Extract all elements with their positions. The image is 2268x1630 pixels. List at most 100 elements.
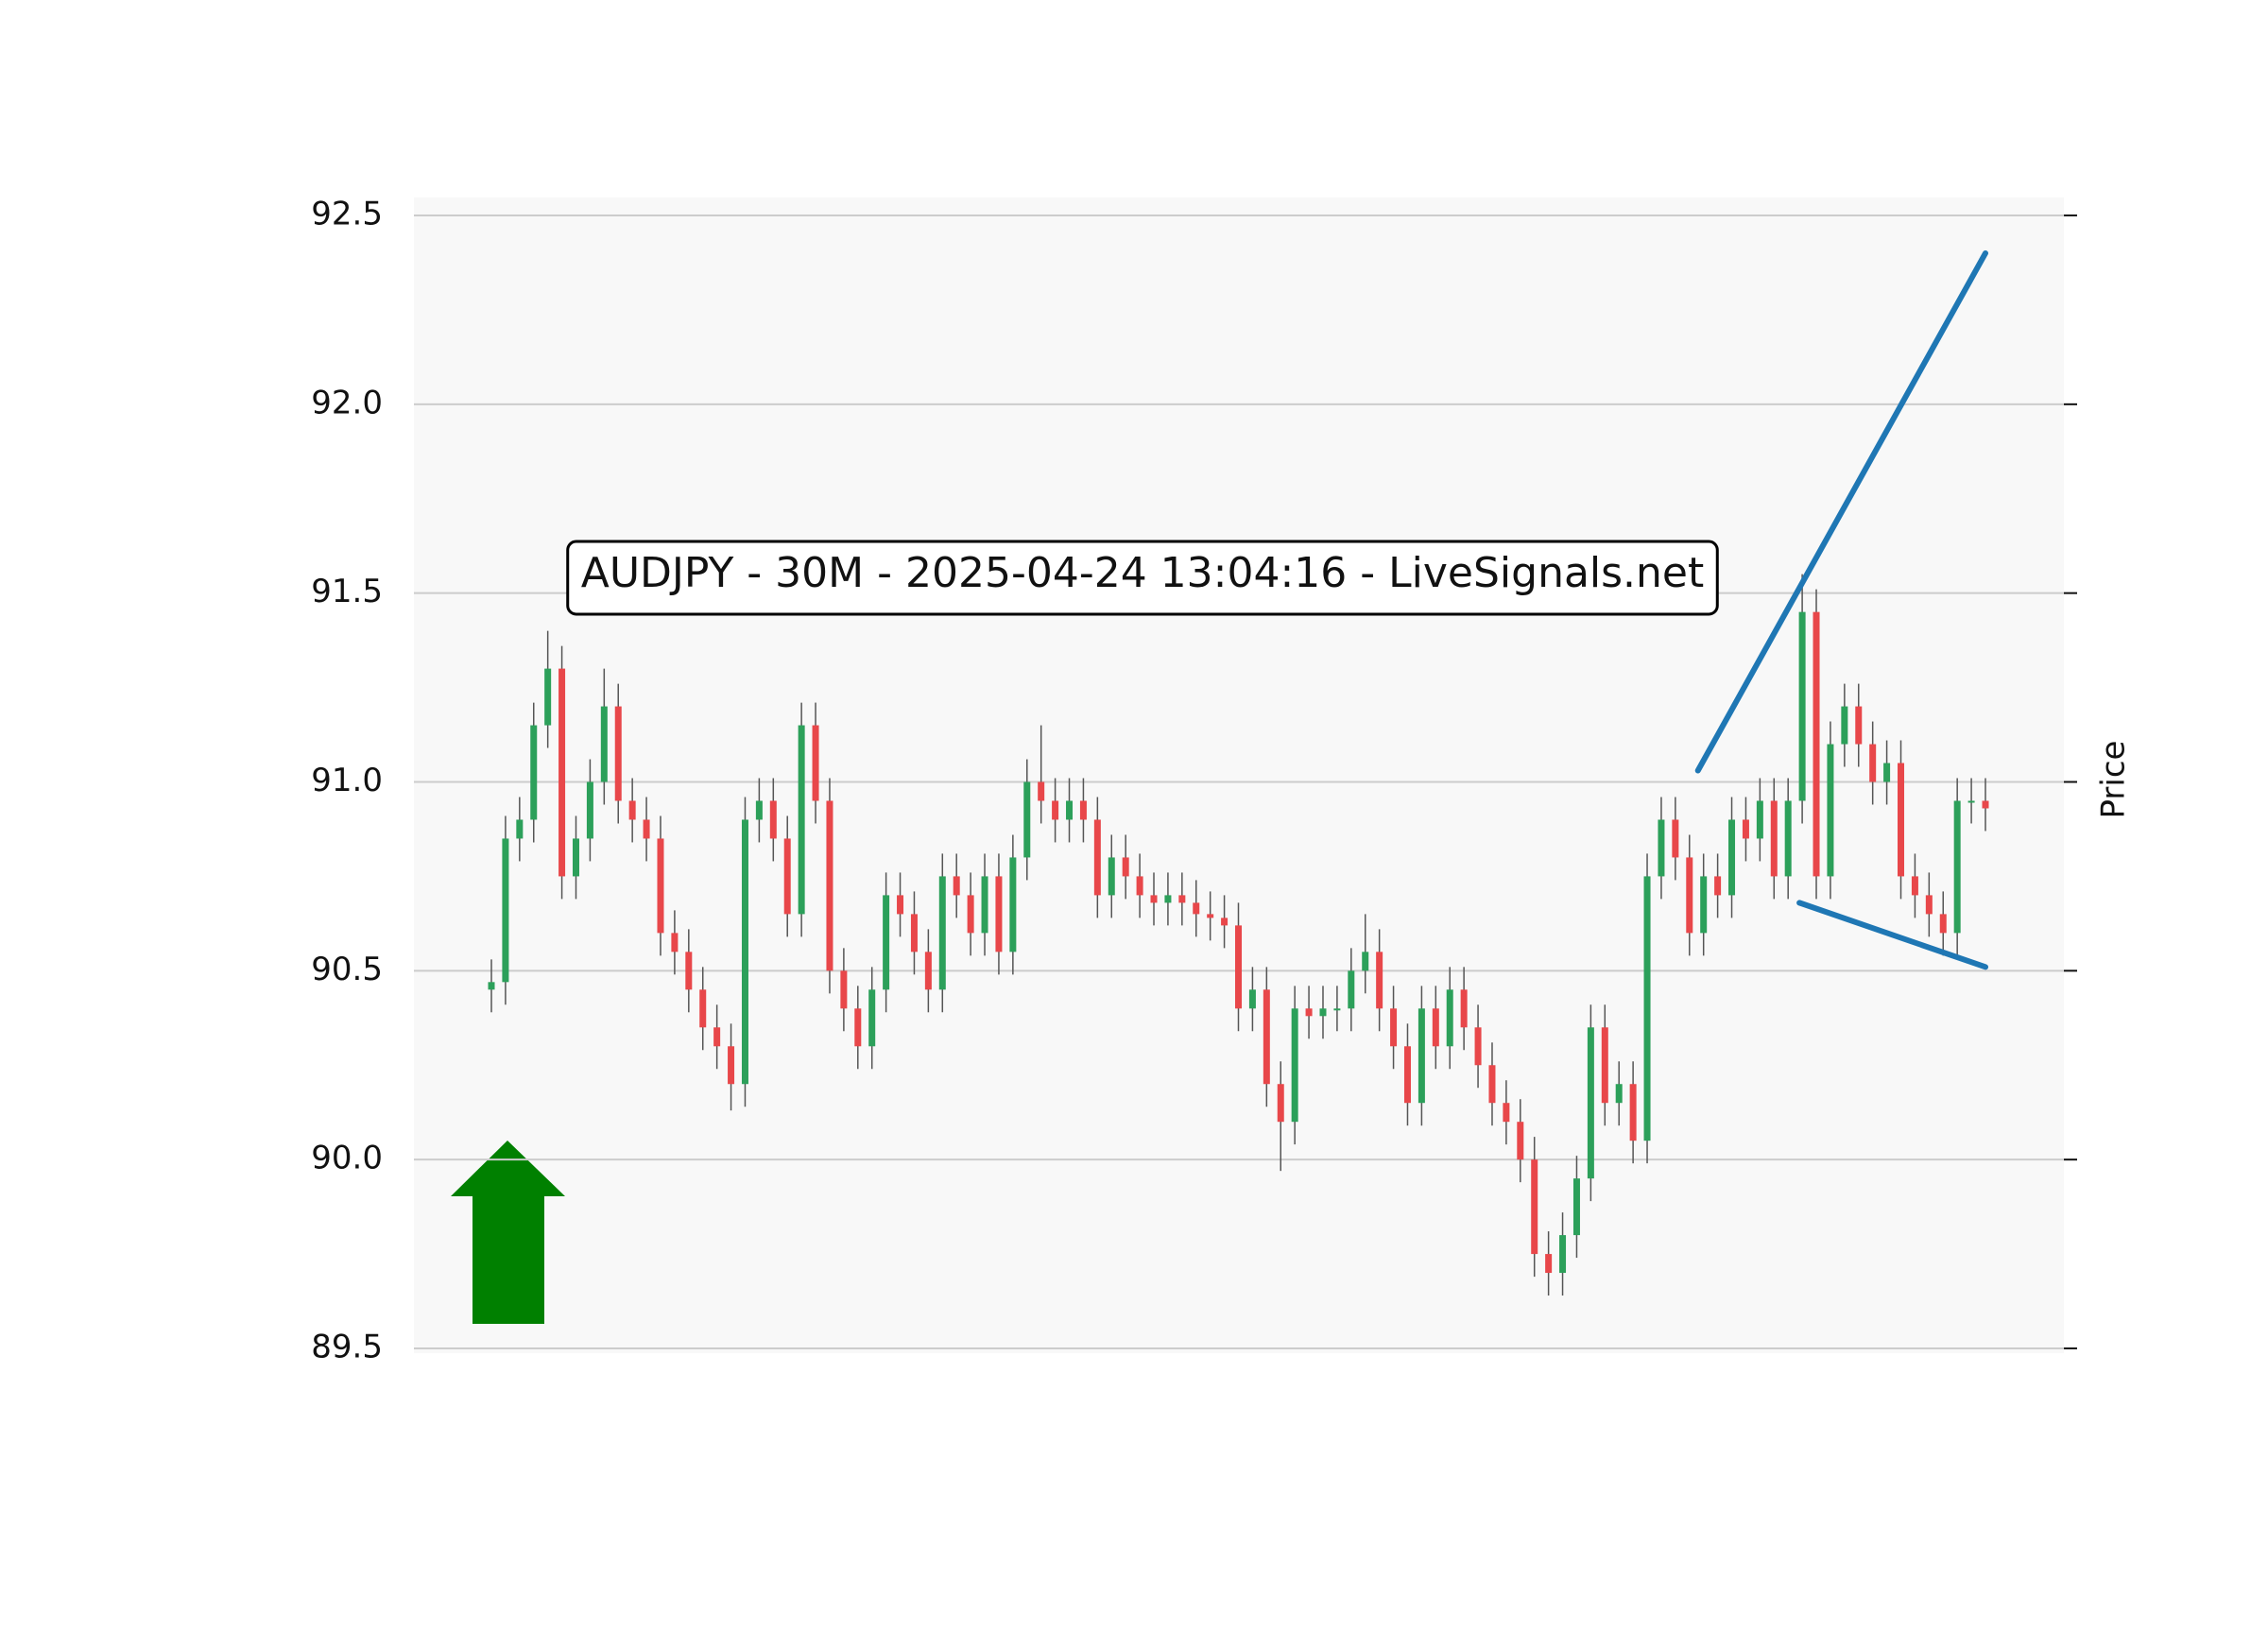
candle-body: [1207, 914, 1214, 918]
candle-body: [1432, 1008, 1439, 1047]
candle-body: [840, 970, 848, 1009]
candle-body: [1193, 902, 1200, 915]
candle-body: [1390, 1008, 1398, 1047]
candle-body: [1108, 857, 1115, 896]
candle-body: [1700, 876, 1708, 934]
candle-body: [812, 725, 819, 801]
candle-body: [741, 819, 748, 1085]
candle-body: [628, 800, 636, 820]
candle-body: [1319, 1008, 1327, 1017]
candle-body: [1813, 611, 1820, 877]
candle-body: [685, 952, 693, 990]
candle-body: [1122, 857, 1129, 877]
candle-body: [1572, 1178, 1580, 1236]
candle-body: [1164, 895, 1172, 903]
candle-body: [798, 725, 805, 915]
candle-body: [1248, 989, 1256, 1009]
candle-body: [1263, 989, 1270, 1085]
candle-body: [1474, 1027, 1482, 1066]
y-tick-label: 90.0: [311, 1140, 383, 1177]
candle-body: [938, 876, 946, 990]
candle-body: [600, 706, 608, 782]
candle-body: [910, 914, 918, 952]
y-axis-label: Price: [2095, 741, 2133, 819]
candle-body: [1460, 989, 1468, 1028]
candle-body: [502, 838, 509, 983]
candle-body: [1601, 1027, 1608, 1104]
candle-body: [1545, 1254, 1553, 1274]
candle-body: [967, 895, 974, 934]
candle-body: [1770, 800, 1778, 877]
candle-body: [671, 933, 679, 952]
candle-body: [1348, 970, 1355, 1009]
annotation-box: [566, 540, 1719, 616]
candle-body: [1362, 952, 1369, 971]
candle-body: [1827, 744, 1834, 877]
candle-body: [1277, 1084, 1284, 1123]
candle-body: [657, 838, 664, 934]
trendline: [1694, 249, 1988, 774]
candle-body: [1052, 800, 1059, 820]
candle-body: [1333, 1008, 1341, 1011]
candle-body: [1953, 800, 1961, 934]
candle-body: [572, 838, 579, 877]
candle-body: [883, 895, 890, 990]
candle-body: [1869, 744, 1877, 782]
candle-body: [1446, 989, 1453, 1047]
candle-body: [1093, 819, 1101, 896]
candle-body: [924, 952, 932, 990]
candle-body: [1559, 1235, 1567, 1274]
candle-body: [826, 800, 833, 971]
candle-body: [1150, 895, 1158, 903]
candle-body: [1079, 800, 1087, 820]
candle-body: [1418, 1008, 1425, 1104]
candle-body: [1898, 763, 1905, 877]
candle-body: [586, 781, 593, 839]
candle-body: [1023, 781, 1031, 858]
annotation: AUDJPY - 30M - 2025-04-24 13:04:16 - Liv…: [566, 540, 1719, 616]
signal-arrow: [451, 1141, 565, 1324]
candle-body: [1136, 876, 1143, 896]
candle-body: [854, 1008, 862, 1047]
candle-body: [1403, 1046, 1411, 1104]
candle-body: [1939, 914, 1947, 934]
candle-body: [558, 668, 566, 877]
candle-body: [1235, 925, 1242, 1009]
candle-body: [897, 895, 904, 915]
candle-body: [1643, 876, 1651, 1141]
candle-body: [713, 1027, 721, 1047]
y-tick-label: 91.5: [311, 573, 383, 610]
candle-body: [530, 725, 538, 820]
candle-body: [755, 800, 763, 820]
candle-body: [1742, 819, 1749, 839]
candle-body: [1686, 857, 1693, 934]
candle-body: [488, 982, 495, 990]
candle-body: [1714, 876, 1722, 896]
candle-body: [1756, 800, 1763, 839]
candle-body: [953, 876, 960, 896]
candle-body: [1488, 1065, 1496, 1104]
candle-body: [1009, 857, 1017, 952]
candle-body: [1066, 800, 1074, 820]
candle-body: [769, 800, 777, 839]
y-tick-label: 89.5: [311, 1329, 383, 1366]
candle-body: [1728, 819, 1736, 896]
candle-body: [1038, 781, 1045, 801]
candle-body: [1784, 800, 1792, 877]
candle-body: [1911, 876, 1918, 896]
candle-body: [544, 668, 552, 726]
annotation-text: AUDJPY - 30M - 2025-04-24 13:04:16 - Liv…: [581, 549, 1705, 597]
trendline: [1796, 900, 1988, 970]
candle-body: [1531, 1159, 1538, 1255]
candle-body: [1883, 763, 1891, 782]
candle-body: [1503, 1103, 1510, 1123]
y-tick-label: 92.5: [311, 196, 383, 233]
candle-body: [643, 819, 650, 839]
candle-body: [1615, 1084, 1623, 1104]
candle-body: [516, 819, 524, 839]
candle-body: [1221, 918, 1228, 926]
candle-body: [1925, 895, 1933, 915]
candle-body: [1855, 706, 1863, 745]
candle-body: [1841, 706, 1848, 745]
